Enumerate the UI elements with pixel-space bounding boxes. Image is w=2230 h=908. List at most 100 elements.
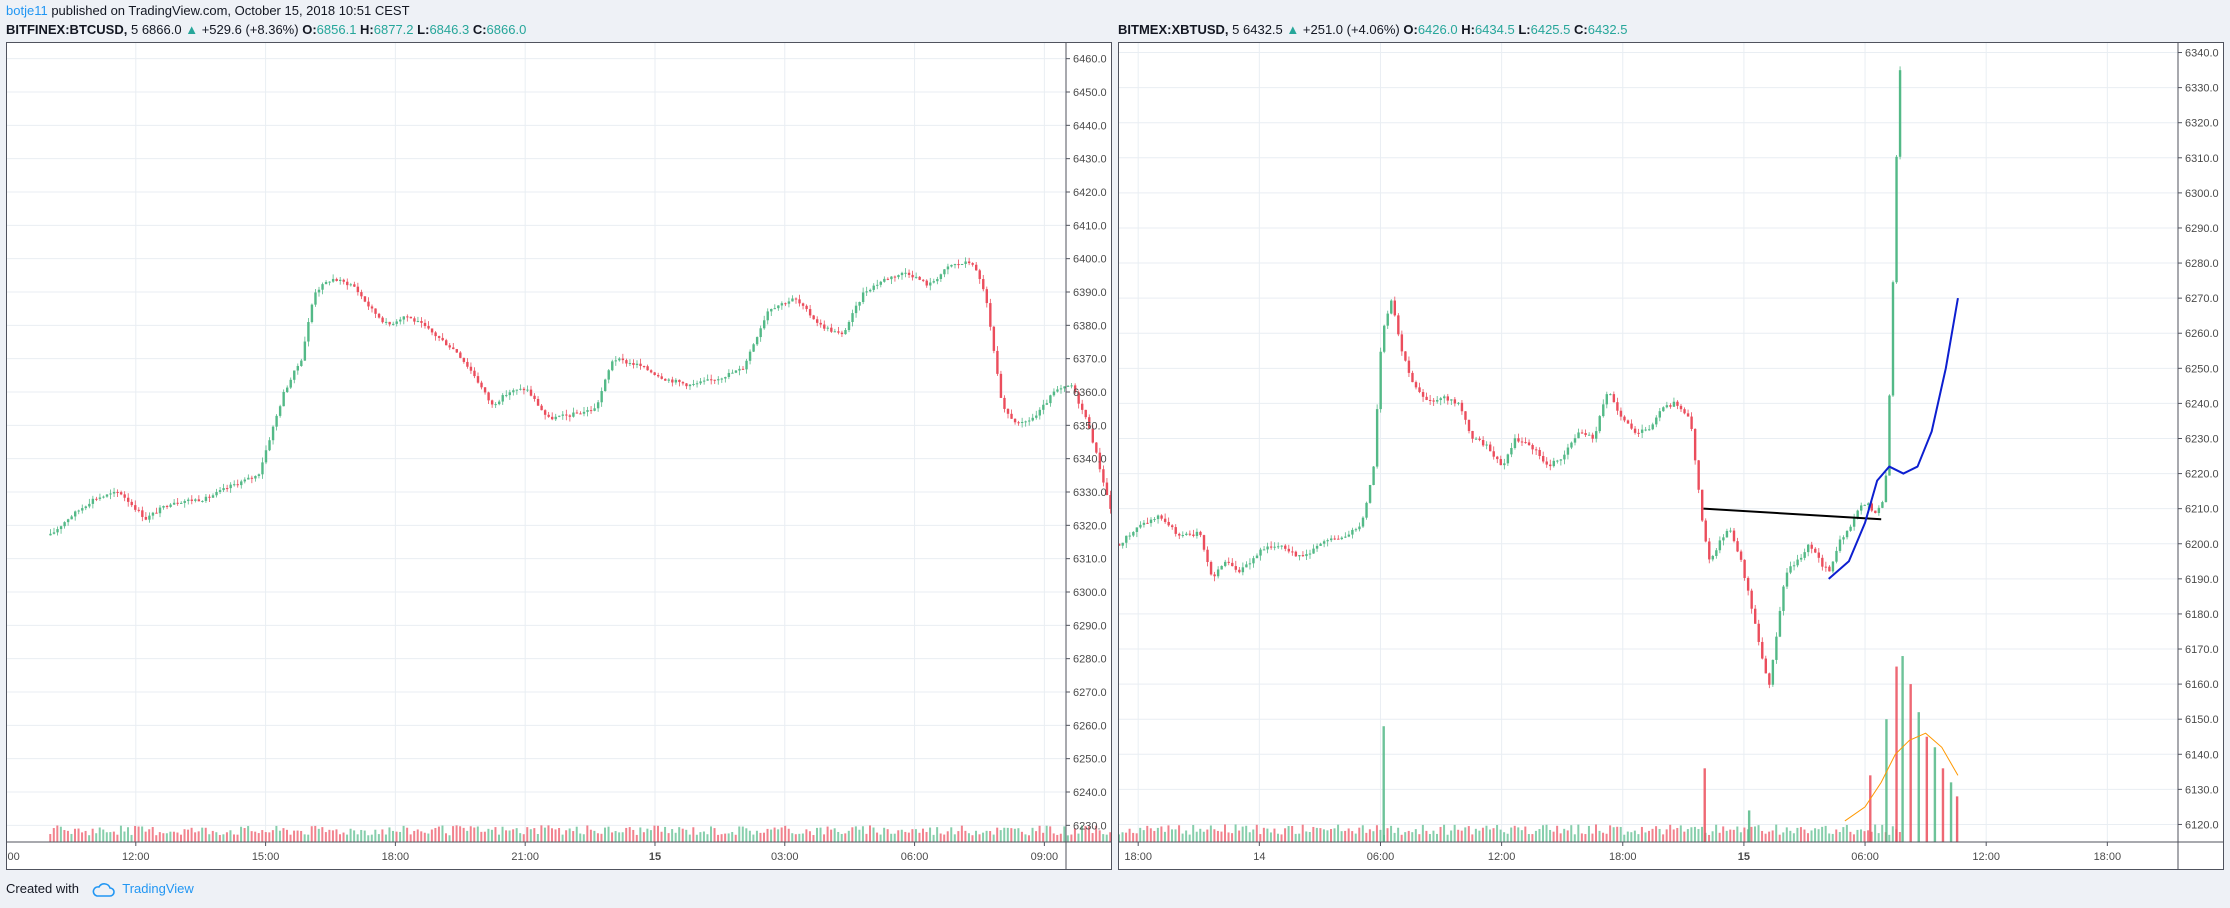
price-tick-label: 6140.0 xyxy=(2185,749,2219,761)
volume-bar xyxy=(1146,825,1149,842)
volume-bar xyxy=(264,832,267,842)
volume-bar xyxy=(1888,834,1891,842)
volume-bar xyxy=(1510,827,1513,842)
volume-bar xyxy=(1273,828,1276,842)
candle-body xyxy=(865,291,868,293)
volume-bar xyxy=(1049,826,1052,842)
volume-bar xyxy=(130,834,133,842)
volume-bar xyxy=(307,834,310,842)
candle-body xyxy=(91,498,95,504)
candle-body xyxy=(529,389,533,396)
btcusd-chart[interactable]: 6230.0 6240.0 6250.0 6260.0 6270.0 6280.0 6290… xyxy=(6,42,1112,870)
volume-bar xyxy=(1672,829,1675,842)
volume-bar xyxy=(600,833,603,842)
candle-body xyxy=(1326,540,1329,542)
volume-bar xyxy=(190,827,193,842)
volume-bar xyxy=(1489,829,1491,842)
candle-body xyxy=(1118,543,1121,546)
candle-body xyxy=(1775,636,1778,660)
volume-bar xyxy=(1400,834,1403,842)
candle-body xyxy=(1224,561,1227,566)
candle-body xyxy=(1457,402,1460,404)
volume-spike xyxy=(1895,666,1898,842)
candle-body xyxy=(777,305,780,309)
candle-body xyxy=(448,345,451,348)
volume-bar xyxy=(1202,831,1205,842)
volume-bar xyxy=(1877,833,1880,842)
author-link[interactable]: botje11 xyxy=(6,3,48,18)
volume-bar xyxy=(275,825,278,842)
candle-body xyxy=(1199,531,1202,536)
volume-bar xyxy=(1796,827,1799,842)
price-tick-label: 6300.0 xyxy=(2185,188,2219,200)
volume-bar xyxy=(229,830,232,842)
candle-body xyxy=(282,392,285,407)
candle-body xyxy=(646,366,649,371)
volume-bar xyxy=(1418,834,1421,842)
volume-bar xyxy=(148,829,151,842)
volume-bar xyxy=(1088,826,1091,842)
candle-body xyxy=(420,321,423,323)
xbtusd-chart[interactable]: 6120.0 6130.0 6140.0 6150.0 6160.0 6170.0 6180… xyxy=(1118,42,2224,870)
volume-bar xyxy=(1305,831,1308,842)
price-tick-label: 6390.0 xyxy=(1073,287,1107,299)
chart-right-header: BITMEX:XBTUSD, 5 6432.5 ▲ +251.0 (+4.06%… xyxy=(1118,22,1628,37)
volume-bar xyxy=(1799,827,1802,842)
candle-body xyxy=(1499,459,1502,466)
candle-body xyxy=(1181,535,1184,537)
candle-body xyxy=(667,379,670,381)
candle-body xyxy=(1248,563,1252,565)
candle-body xyxy=(1443,396,1446,399)
candle-body xyxy=(1425,396,1428,400)
price-tick-label: 6150.0 xyxy=(2185,714,2219,726)
candle-body xyxy=(363,296,367,302)
volume-bar xyxy=(642,832,645,842)
candle-body xyxy=(1400,334,1404,352)
symbol[interactable]: BITFINEX:BTCUSD xyxy=(6,22,124,37)
candle-body xyxy=(1884,475,1888,503)
volume-bar xyxy=(868,825,871,842)
time-tick-label: 12:00 xyxy=(1972,851,2000,863)
candle-body xyxy=(399,319,402,322)
volume-bar xyxy=(346,834,349,842)
price-tick-label: 6250.0 xyxy=(2185,363,2219,375)
time-tick-label: 06:00 xyxy=(1367,851,1395,863)
candle-body xyxy=(702,380,706,382)
candle-body xyxy=(1591,434,1594,439)
time-tick-label: 15:00 xyxy=(252,851,280,863)
volume-spike xyxy=(1747,810,1751,842)
volume-bar xyxy=(727,833,730,842)
candle-body xyxy=(1831,561,1835,572)
candle-body xyxy=(720,378,723,380)
volume-bar xyxy=(773,827,776,842)
volume-bar xyxy=(819,827,822,842)
tradingview-link[interactable]: TradingView xyxy=(122,881,194,896)
symbol[interactable]: BITMEX:XBTUSD xyxy=(1118,22,1225,37)
candle-body xyxy=(1102,469,1105,483)
candle-body xyxy=(1782,586,1785,611)
volume-bar xyxy=(225,832,228,842)
volume-bar xyxy=(282,828,285,842)
candle-body xyxy=(752,344,755,352)
volume-bar xyxy=(1506,833,1509,842)
candle-body xyxy=(441,337,444,341)
volume-bar xyxy=(900,829,903,842)
candle-body xyxy=(1587,434,1591,436)
candle-body xyxy=(1711,555,1714,560)
candle-body xyxy=(240,481,243,486)
volume-bar xyxy=(102,829,105,842)
volume-bar xyxy=(826,826,829,842)
candle-body xyxy=(653,372,656,375)
candle-body xyxy=(1860,505,1863,511)
volume-bar xyxy=(791,833,794,842)
candle-body xyxy=(522,388,526,391)
candle-body xyxy=(179,502,183,504)
volume-bar xyxy=(1764,833,1767,842)
candle-body xyxy=(543,410,547,415)
candle-body xyxy=(918,276,921,280)
volume-bar xyxy=(1149,828,1152,842)
candle-body xyxy=(1665,405,1669,408)
volume-bar xyxy=(886,829,889,842)
candle-body xyxy=(844,330,847,335)
candle-body xyxy=(1088,417,1091,429)
